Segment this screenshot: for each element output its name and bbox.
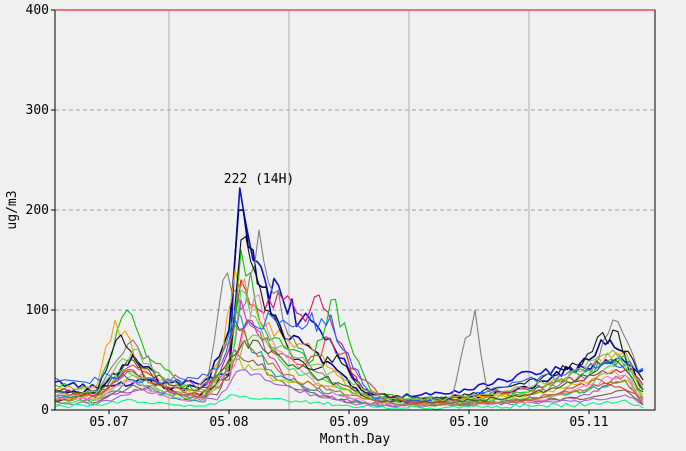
peak-annotation: 222 (14H)	[224, 172, 294, 187]
x-tick-label: 05.10	[449, 415, 488, 430]
y-tick-label: 200	[26, 203, 49, 218]
grid	[55, 10, 655, 410]
series-line	[54, 294, 644, 407]
series-line	[54, 312, 644, 402]
series-line	[54, 319, 644, 405]
series-line	[54, 209, 644, 404]
series-line	[54, 339, 644, 404]
y-tick-label: 0	[41, 403, 49, 418]
y-tick-label: 400	[26, 3, 49, 18]
y-axis-title: ug/m3	[5, 190, 20, 229]
series-line	[54, 334, 644, 402]
series-line	[54, 324, 644, 407]
y-tick-label: 100	[26, 303, 49, 318]
series-line	[54, 394, 644, 411]
series-line	[54, 235, 644, 403]
series-line	[54, 249, 644, 403]
x-tick-label: 05.09	[329, 415, 368, 430]
y-tick-label: 300	[26, 103, 49, 118]
x-tick-label: 05.08	[209, 415, 248, 430]
series-line	[54, 369, 644, 408]
series-line	[54, 358, 644, 404]
x-axis-title: Month.Day	[320, 432, 391, 447]
ticks: 0 100 200 300 400 05.07 05.08 05.09 05.10 05.11	[26, 3, 609, 430]
series-group	[54, 187, 644, 411]
series-line	[54, 187, 644, 399]
x-tick-label: 05.11	[569, 415, 608, 430]
x-tick-label: 05.07	[89, 415, 128, 430]
